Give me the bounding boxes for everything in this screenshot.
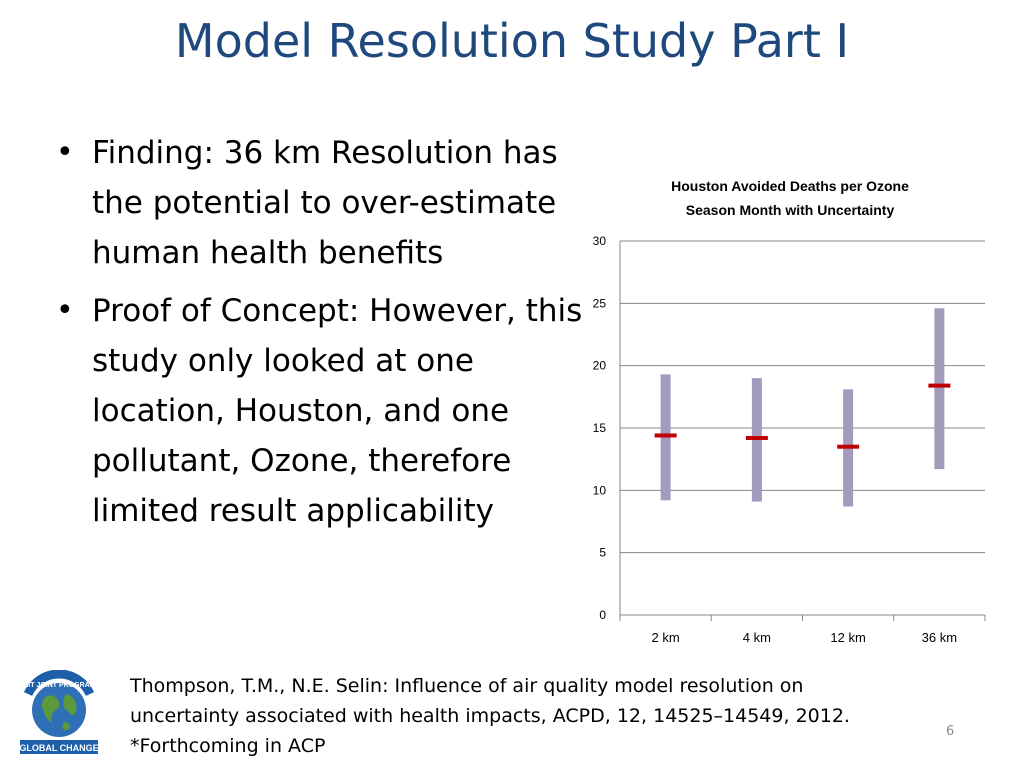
y-tick-label: 20 bbox=[593, 359, 607, 373]
bullet-text: Proof of Concept: However, this study on… bbox=[92, 293, 583, 529]
citation: Thompson, T.M., N.E. Selin: Influence of… bbox=[130, 671, 930, 761]
x-tick-label: 36 km bbox=[922, 630, 957, 645]
citation-line: Thompson, T.M., N.E. Selin: Influence of… bbox=[130, 675, 804, 697]
y-tick-label: 25 bbox=[593, 296, 607, 310]
y-tick-label: 15 bbox=[593, 421, 607, 435]
bullet-item: • Proof of Concept: However, this study o… bbox=[50, 286, 590, 536]
chart-title-line1: Houston Avoided Deaths per Ozone bbox=[671, 178, 909, 194]
logo-text-top: MIT JOINT PROGRAM bbox=[22, 682, 95, 689]
slide-number: 6 bbox=[946, 724, 955, 739]
x-tick-label: 12 km bbox=[830, 630, 865, 645]
y-tick-label: 0 bbox=[599, 608, 606, 622]
globe-icon: MIT JOINT PROGRAM GLOBAL CHANGE bbox=[16, 669, 102, 756]
x-tick-label: 4 km bbox=[743, 630, 771, 645]
mean-marker bbox=[745, 435, 768, 440]
mean-marker bbox=[654, 433, 677, 438]
mean-marker bbox=[928, 383, 951, 388]
bullet-item: • Finding: 36 km Resolution has the poten… bbox=[50, 128, 590, 278]
mean-marker bbox=[837, 444, 860, 449]
chart-title: Houston Avoided Deaths per Ozone Season … bbox=[600, 174, 980, 222]
x-tick-label: 2 km bbox=[652, 630, 680, 645]
chart-title-line2: Season Month with Uncertainty bbox=[685, 202, 895, 218]
y-tick-label: 5 bbox=[599, 546, 606, 560]
bullet-dot: • bbox=[56, 135, 74, 170]
y-tick-label: 10 bbox=[593, 483, 607, 497]
y-tick-label: 30 bbox=[593, 234, 607, 248]
bullet-text: Finding: 36 km Resolution has the potent… bbox=[92, 135, 558, 271]
logo-text-bottom: GLOBAL CHANGE bbox=[19, 743, 98, 753]
mit-global-change-logo: MIT JOINT PROGRAM GLOBAL CHANGE bbox=[16, 669, 102, 756]
slide-title: Model Resolution Study Part I bbox=[174, 14, 850, 68]
citation-line: uncertainty associated with health impac… bbox=[130, 705, 850, 727]
citation-line: *Forthcoming in ACP bbox=[130, 735, 326, 757]
chart: Houston Avoided Deaths per Ozone Season … bbox=[570, 168, 1000, 658]
chart-plot: 0 5 10 15 20 25 30 2 km 4 km 12 km 36 km bbox=[593, 234, 986, 645]
bullet-list: • Finding: 36 km Resolution has the poten… bbox=[50, 128, 590, 544]
bullet-dot: • bbox=[56, 293, 74, 328]
uncertainty-bar bbox=[934, 308, 945, 470]
